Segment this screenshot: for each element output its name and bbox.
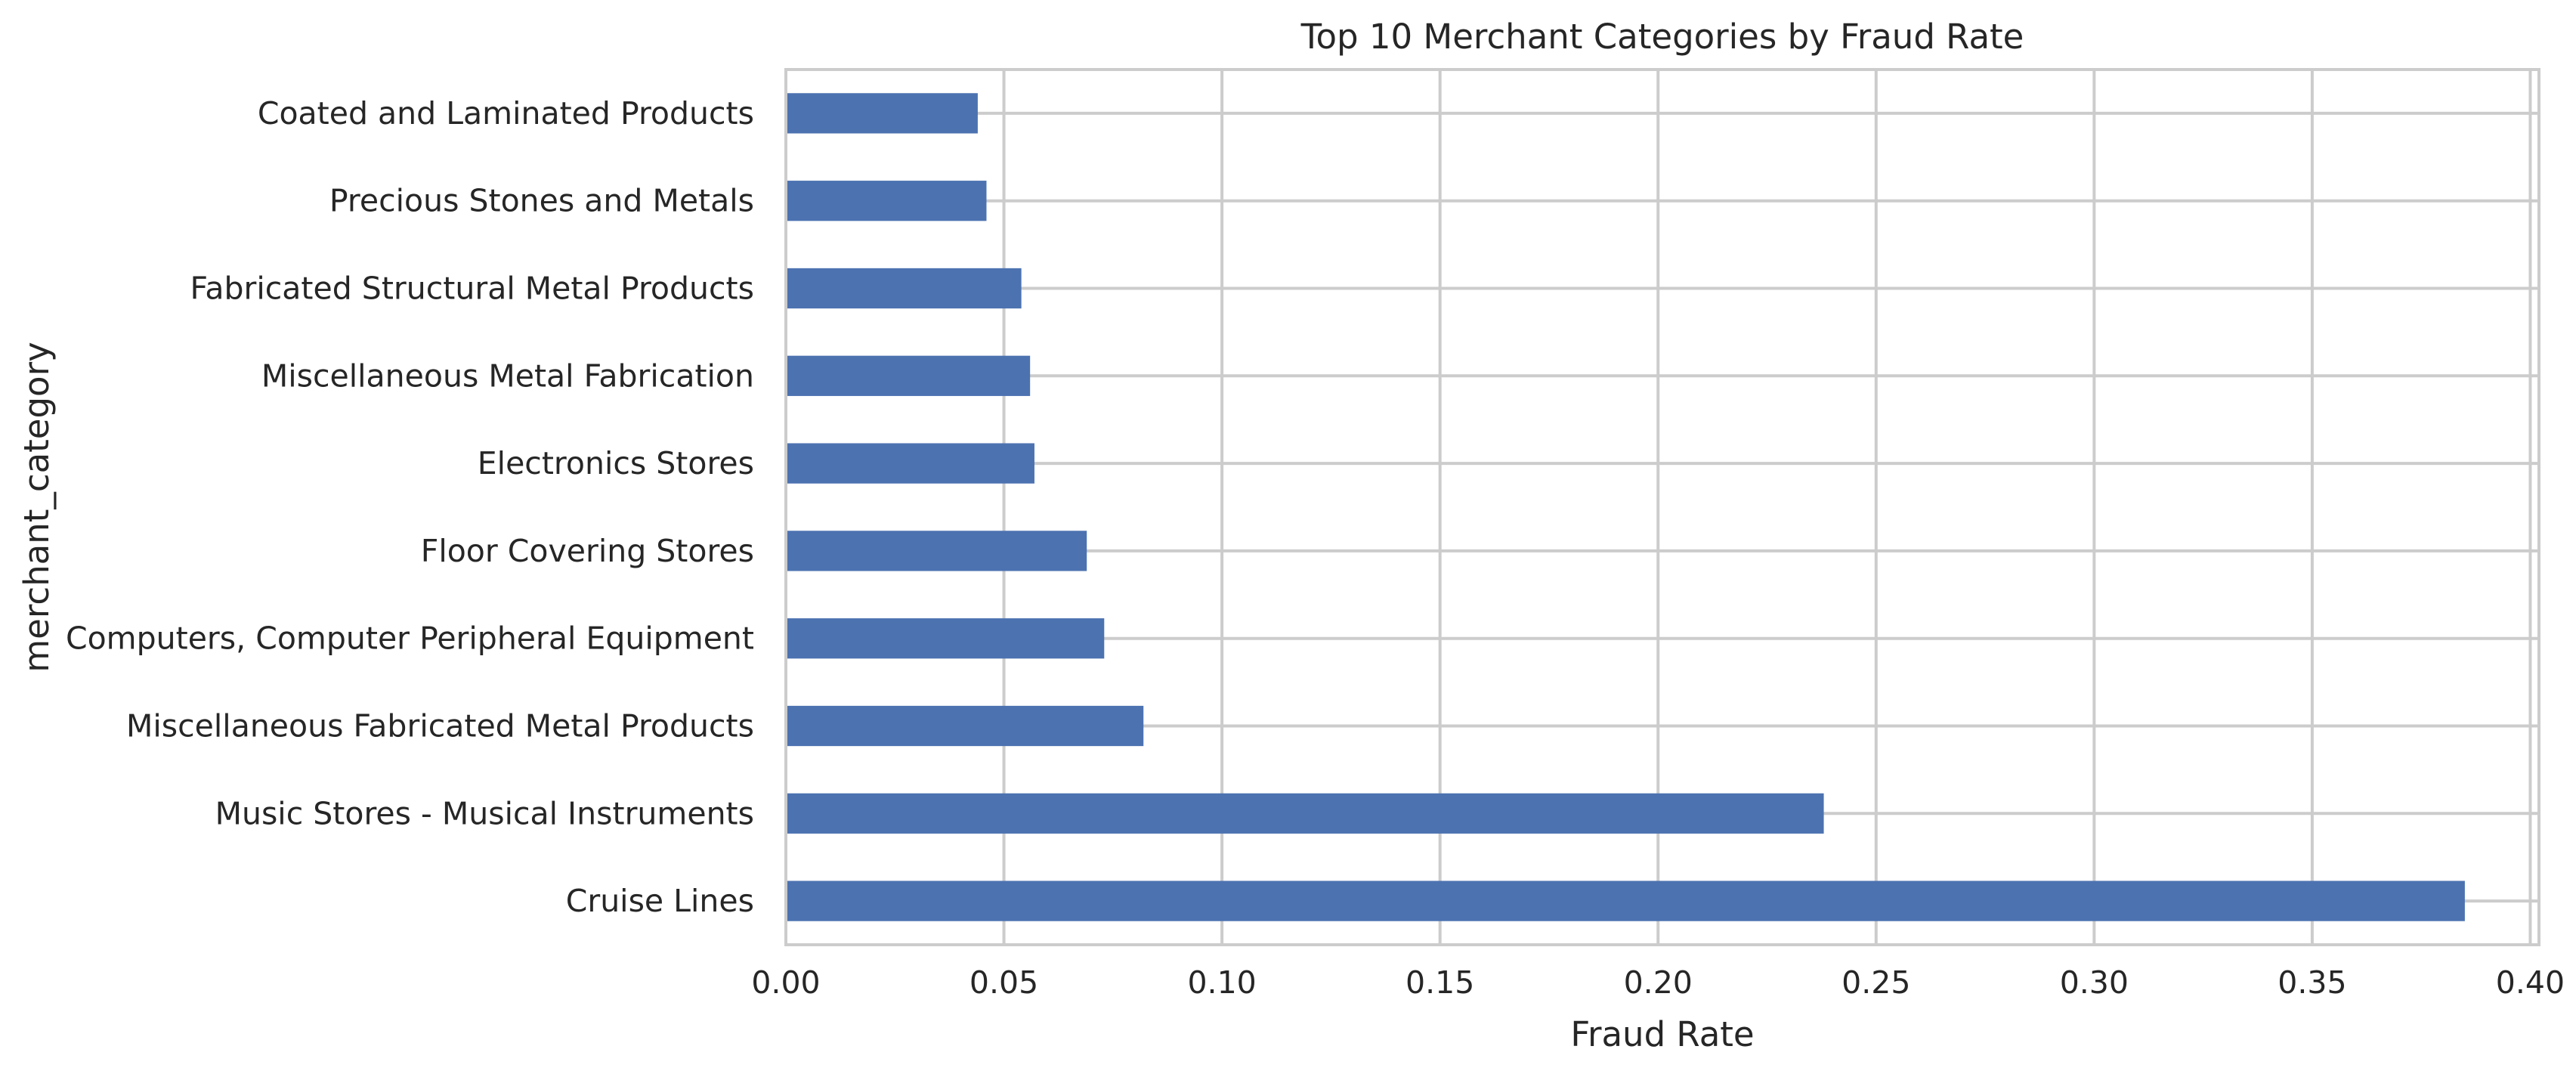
y-tick-label: Fabricated Structural Metal Products bbox=[190, 271, 754, 307]
bar bbox=[786, 618, 1105, 659]
x-tick-label: 0.10 bbox=[1187, 964, 1256, 1001]
y-tick-label: Electronics Stores bbox=[478, 445, 754, 481]
bar bbox=[786, 93, 978, 134]
bar bbox=[786, 355, 1031, 396]
y-axis-label: merchant_category bbox=[17, 342, 57, 672]
bar bbox=[786, 705, 1144, 747]
y-tick-label: Miscellaneous Metal Fabrication bbox=[261, 357, 754, 394]
bar bbox=[786, 531, 1087, 571]
y-tick-label: Miscellaneous Fabricated Metal Products bbox=[126, 708, 754, 744]
bar bbox=[786, 793, 1824, 834]
x-tick-label: 0.20 bbox=[1624, 964, 1693, 1001]
x-tick-label: 0.40 bbox=[2496, 964, 2565, 1001]
axes-frame bbox=[784, 68, 2540, 946]
x-axis-label: Fraud Rate bbox=[1570, 1014, 1754, 1054]
y-tick-label: Cruise Lines bbox=[566, 883, 754, 919]
x-tick-label: 0.25 bbox=[1842, 964, 1910, 1001]
x-tick-label: 0.35 bbox=[2278, 964, 2346, 1001]
x-tick-label: 0.15 bbox=[1406, 964, 1474, 1001]
x-tick-label: 0.30 bbox=[2060, 964, 2129, 1001]
bar bbox=[786, 181, 987, 221]
y-tick-label: Computers, Computer Peripheral Equipment bbox=[66, 621, 754, 657]
bars-layer bbox=[786, 93, 2465, 921]
y-tick-label: Music Stores - Musical Instruments bbox=[215, 795, 754, 831]
ticks-layer: 0.00 0.05 0.10 0.15 0.20 0.25 0.30 0.35 0.40 Coat… bbox=[66, 95, 2565, 1001]
bar bbox=[786, 443, 1034, 484]
bar bbox=[786, 268, 1022, 309]
x-tick-label: 0.00 bbox=[751, 964, 820, 1001]
y-tick-label: Precious Stones and Metals bbox=[329, 183, 754, 219]
y-tick-label: Floor Covering Stores bbox=[421, 533, 754, 569]
y-tick-label: Coated and Laminated Products bbox=[258, 95, 754, 132]
chart-title: Top 10 Merchant Categories by Fraud Rate bbox=[1300, 17, 2024, 57]
x-tick-label: 0.05 bbox=[969, 964, 1038, 1001]
bar bbox=[786, 881, 2465, 921]
